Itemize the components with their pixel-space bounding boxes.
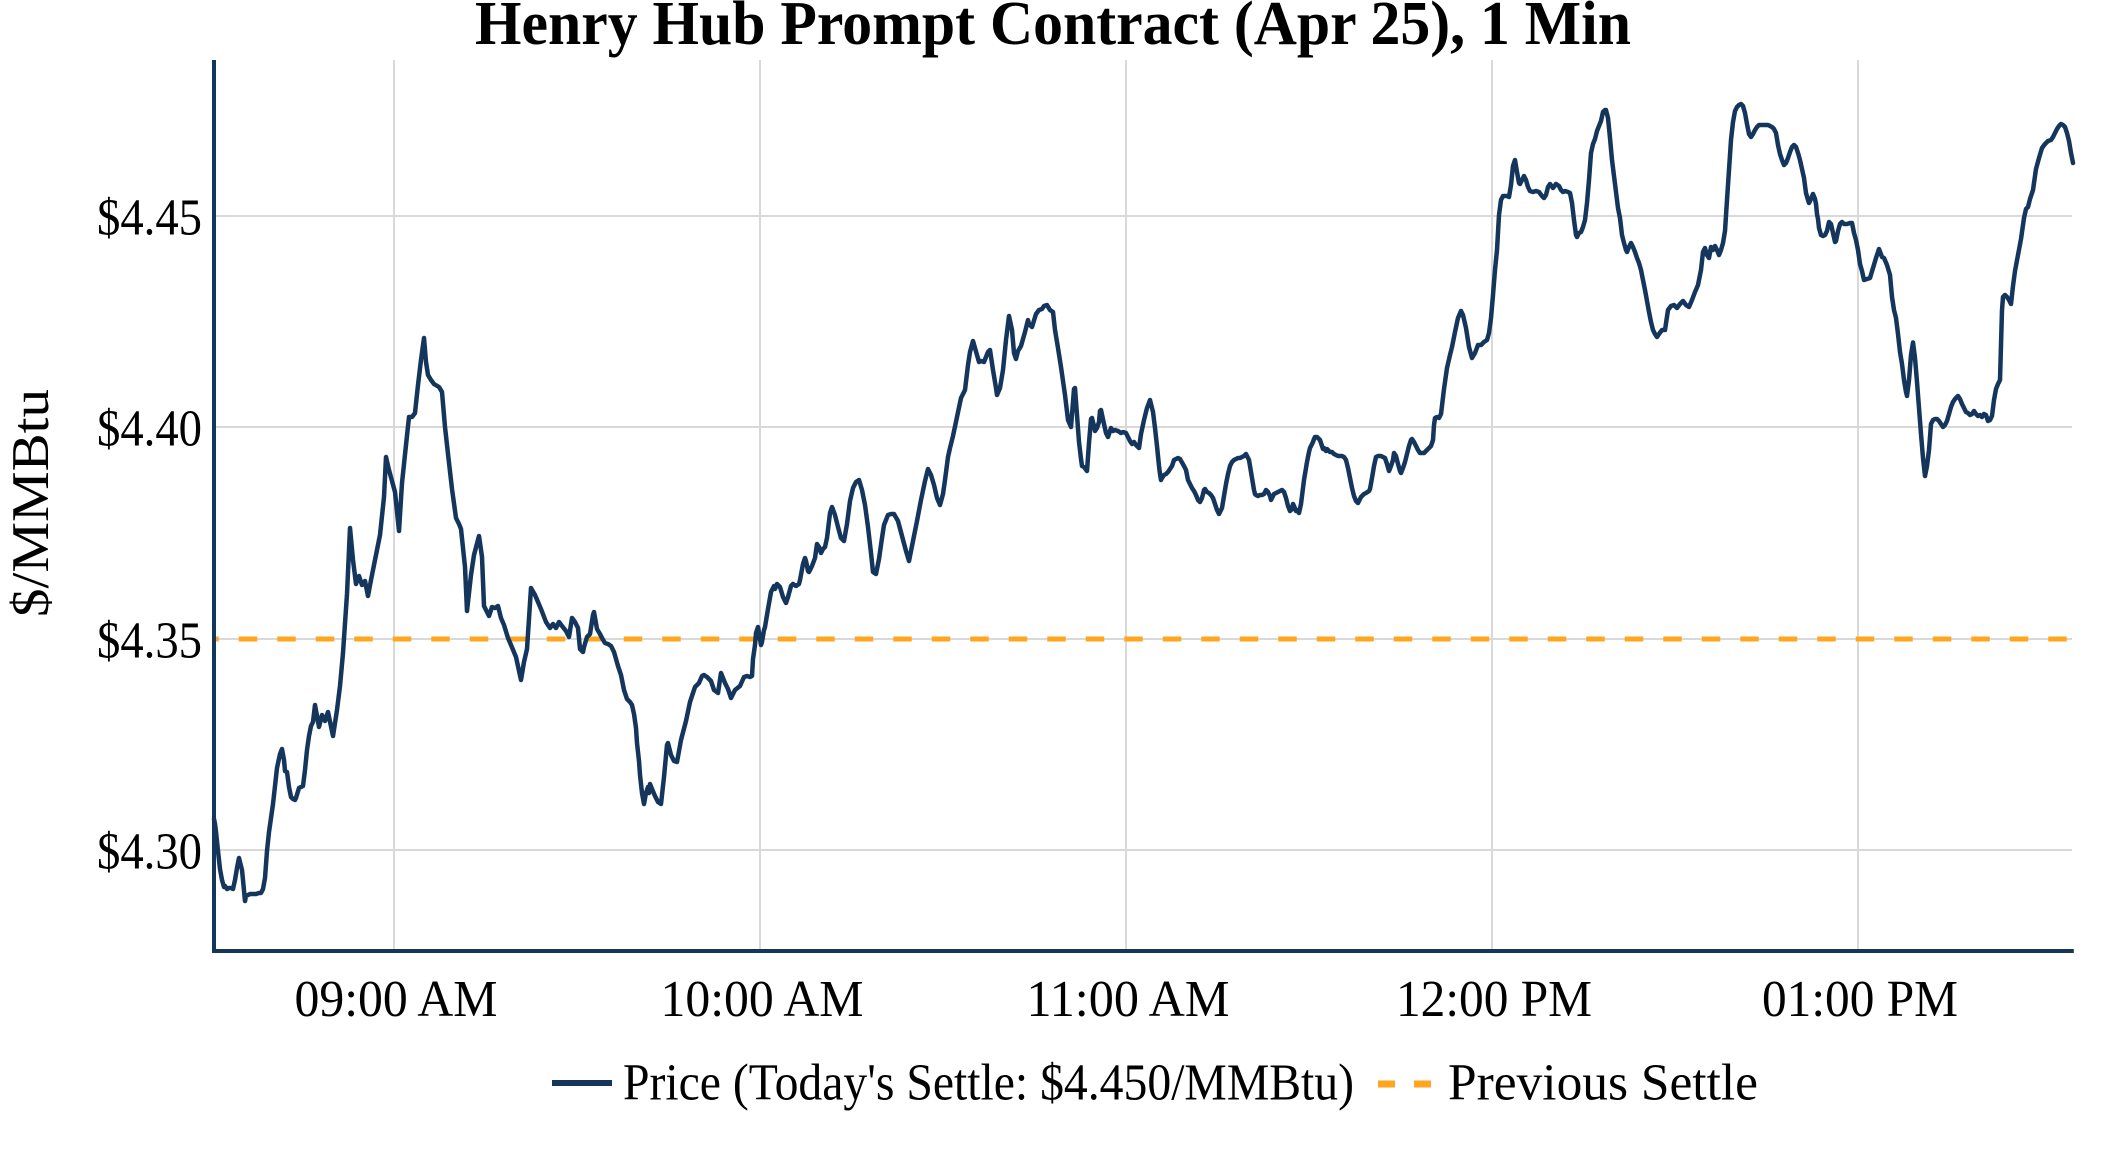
svg-text:$4.45: $4.45 [97,190,202,247]
svg-text:10:00 AM: 10:00 AM [661,971,864,1028]
svg-text:01:00 PM: 01:00 PM [1762,971,1958,1028]
svg-text:$/MMBtu: $/MMBtu [2,389,60,617]
svg-text:11:00 AM: 11:00 AM [1027,971,1230,1028]
svg-text:09:00 AM: 09:00 AM [295,971,498,1028]
svg-text:Henry Hub Prompt Contract (Apr: Henry Hub Prompt Contract (Apr 25), 1 Mi… [475,0,1631,58]
svg-text:Price (Today's Settle: $4.450/: Price (Today's Settle: $4.450/MMBtu) [623,1055,1354,1112]
svg-text:12:00 PM: 12:00 PM [1396,971,1592,1028]
svg-text:Previous Settle: Previous Settle [1448,1055,1758,1112]
svg-text:$4.40: $4.40 [97,401,202,458]
svg-text:$4.35: $4.35 [97,613,202,670]
svg-text:$4.30: $4.30 [97,824,202,881]
